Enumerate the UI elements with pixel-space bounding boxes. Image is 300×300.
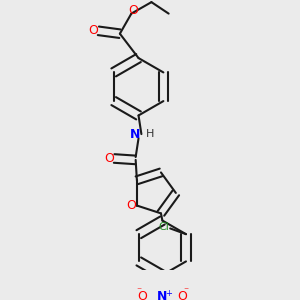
Text: Cl: Cl bbox=[158, 222, 169, 232]
Text: O: O bbox=[104, 152, 114, 165]
Text: ⁻: ⁻ bbox=[136, 286, 141, 296]
Text: N: N bbox=[157, 290, 168, 300]
Text: O: O bbox=[178, 290, 188, 300]
Text: O: O bbox=[128, 4, 138, 17]
Text: ⁻: ⁻ bbox=[184, 286, 189, 296]
Text: +: + bbox=[165, 289, 172, 298]
Text: O: O bbox=[126, 199, 136, 212]
Text: O: O bbox=[88, 24, 98, 37]
Text: O: O bbox=[137, 290, 147, 300]
Text: H: H bbox=[146, 129, 154, 139]
Text: N: N bbox=[130, 128, 140, 141]
